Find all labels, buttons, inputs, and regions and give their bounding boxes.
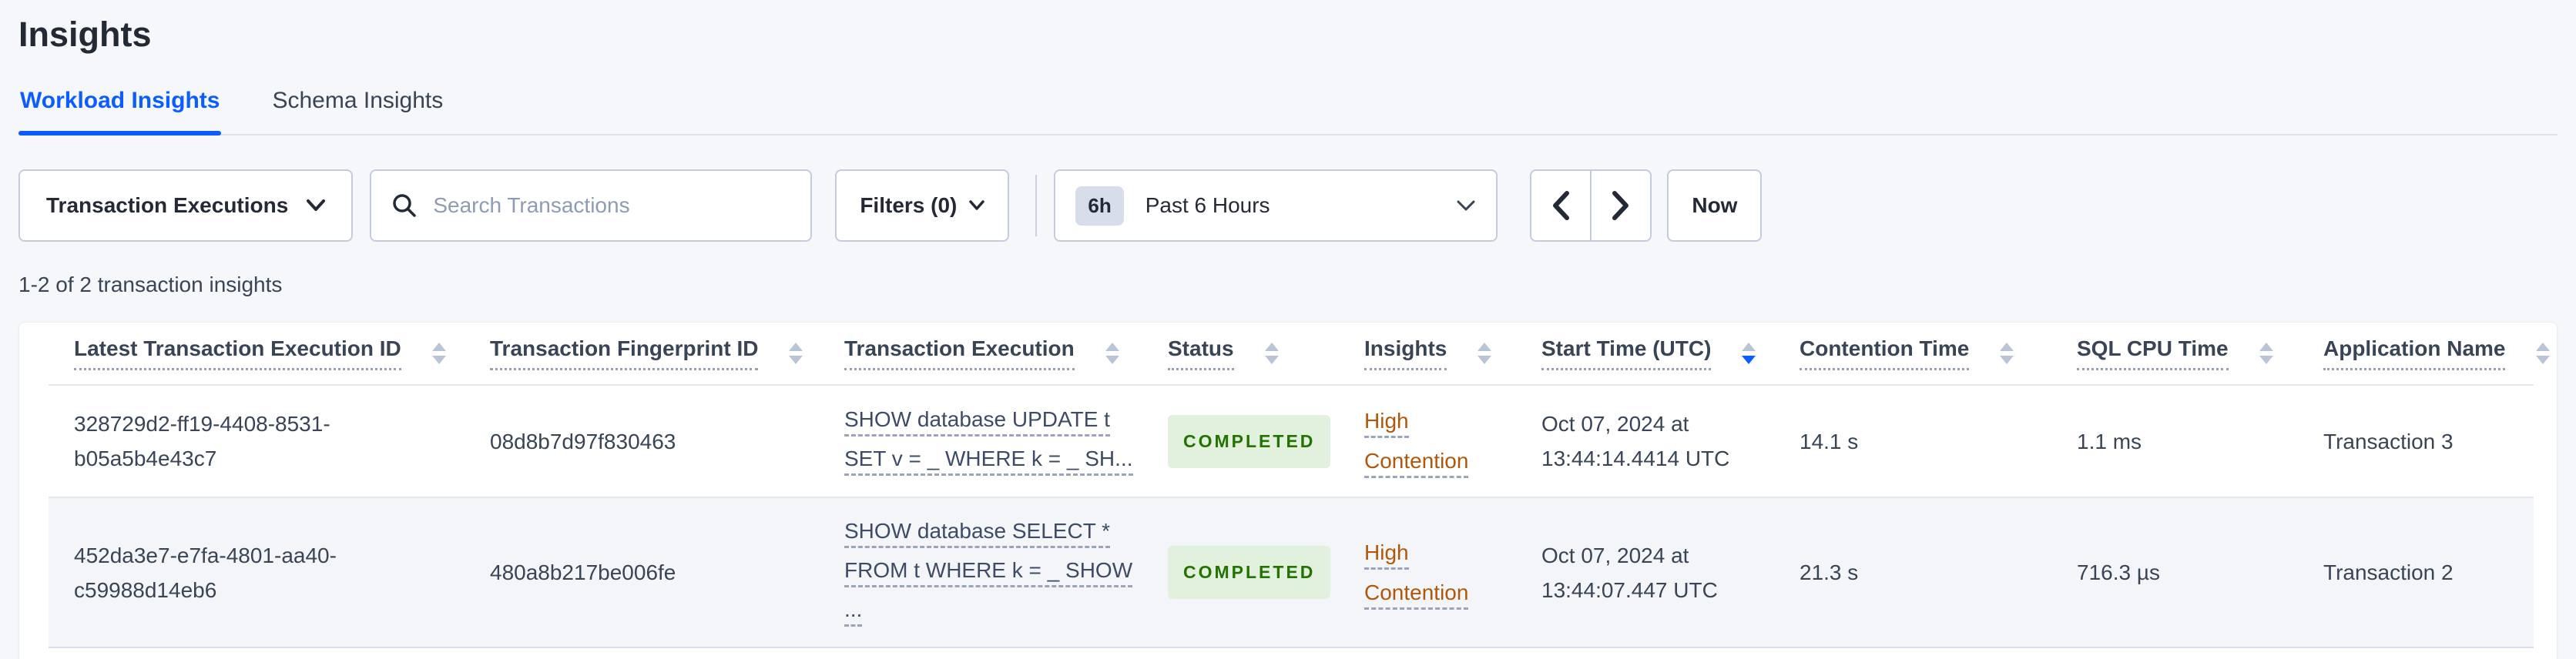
transaction-execution-link[interactable]: FROM t WHERE k = _ SHOW xyxy=(844,558,1133,587)
time-range-picker[interactable]: 6h Past 6 Hours xyxy=(1054,169,1498,242)
contention-time-cell: 21.3 s xyxy=(1800,560,1859,584)
filters-label: Filters (0) xyxy=(860,193,958,217)
fingerprint-id-cell: 480a8b217be006fe xyxy=(490,560,676,584)
transaction-execution-link[interactable]: SHOW database UPDATE t xyxy=(844,407,1110,437)
sort-icon xyxy=(2259,343,2273,364)
transaction-execution-cell: SHOW database UPDATE t SET v = _ WHERE k… xyxy=(819,402,1142,480)
insights-cell: High Contention xyxy=(1339,533,1516,613)
execution-id-cell: 452da3e7-e7fa-4801-aa40-c59988d14eb6 xyxy=(74,543,337,602)
execution-id-cell: 328729d2-ff19-4408-8531-b05a5b4e43c7 xyxy=(74,412,330,470)
application-name-cell: Transaction 3 xyxy=(2323,429,2454,453)
filters-button[interactable]: Filters (0) xyxy=(835,169,1010,242)
transaction-execution-link[interactable]: ... xyxy=(844,597,863,627)
column-header-start-time[interactable]: Start Time (UTC) xyxy=(1516,336,1774,370)
search-box[interactable] xyxy=(370,169,813,242)
table-row: 328729d2-ff19-4408-8531-b05a5b4e43c7 08d… xyxy=(49,386,2534,498)
chevron-down-icon xyxy=(1456,199,1476,212)
status-badge: COMPLETED xyxy=(1168,414,1331,468)
controls-divider xyxy=(1035,175,1038,236)
time-range-label: Past 6 Hours xyxy=(1145,193,1270,217)
fingerprint-id-cell: 08d8b7d97f830463 xyxy=(490,429,676,453)
high-contention-link[interactable]: High Contention xyxy=(1364,540,1469,610)
table-row: 452da3e7-e7fa-4801-aa40-c59988d14eb6 480… xyxy=(49,498,2534,648)
column-header-fingerprint-id[interactable]: Transaction Fingerprint ID xyxy=(465,336,819,370)
workload-type-select[interactable]: Transaction Executions xyxy=(18,169,354,242)
sort-icon xyxy=(431,343,446,364)
chevron-right-icon xyxy=(1612,190,1630,221)
column-header-sql-cpu-time[interactable]: SQL CPU Time xyxy=(2051,336,2298,370)
sort-icon xyxy=(2000,343,2014,364)
insights-table-card: Latest Transaction Execution ID Transact… xyxy=(18,322,2558,659)
start-time-cell: Oct 07, 2024 at 13:44:14.4414 UTC xyxy=(1541,412,1730,470)
results-count: 1-2 of 2 transaction insights xyxy=(18,273,283,296)
status-badge: COMPLETED xyxy=(1168,546,1331,599)
sort-icon xyxy=(2536,343,2551,364)
application-name-cell: Transaction 2 xyxy=(2323,560,2454,584)
tab-schema-insights[interactable]: Schema Insights xyxy=(272,88,444,113)
column-header-insights[interactable]: Insights xyxy=(1339,336,1516,370)
start-time-cell: Oct 07, 2024 at 13:44:07.447 UTC xyxy=(1541,543,1718,602)
sort-icon xyxy=(1105,343,1119,364)
search-icon xyxy=(391,192,418,219)
time-nav-buttons xyxy=(1530,169,1652,242)
sort-icon xyxy=(1264,343,1279,364)
transaction-execution-link[interactable]: SHOW database SELECT * xyxy=(844,519,1110,548)
time-range-badge: 6h xyxy=(1075,186,1124,226)
tab-bar: Workload Insights Schema Insights xyxy=(18,88,2558,135)
previous-interval-button[interactable] xyxy=(1530,169,1592,242)
search-input[interactable] xyxy=(433,193,791,218)
chevron-down-icon xyxy=(969,200,985,211)
column-header-execution-id[interactable]: Latest Transaction Execution ID xyxy=(49,336,465,370)
now-button[interactable]: Now xyxy=(1667,169,1763,242)
contention-time-cell: 14.1 s xyxy=(1800,429,1859,453)
sql-cpu-time-cell: 716.3 µs xyxy=(2077,560,2160,584)
chevron-down-icon xyxy=(307,199,326,212)
controls-row: Transaction Executions Filters (0) 6h Pa… xyxy=(18,169,2558,242)
transaction-execution-cell: SHOW database SELECT * FROM t WHERE k = … xyxy=(819,513,1142,631)
transaction-execution-link[interactable]: SET v = _ WHERE k = _ SH... xyxy=(844,447,1133,476)
column-header-transaction-execution[interactable]: Transaction Execution xyxy=(819,336,1142,370)
insights-cell: High Contention xyxy=(1339,401,1516,481)
sort-icon xyxy=(789,343,803,364)
column-header-application-name[interactable]: Application Name xyxy=(2298,336,2551,370)
page-title: Insights xyxy=(18,15,152,54)
status-cell: COMPLETED xyxy=(1142,546,1339,599)
sort-icon-descending-active xyxy=(1742,343,1756,364)
table-header-row: Latest Transaction Execution ID Transact… xyxy=(49,323,2551,386)
column-header-contention-time[interactable]: Contention Time xyxy=(1774,336,2051,370)
status-cell: COMPLETED xyxy=(1142,414,1339,468)
tab-workload-insights[interactable]: Workload Insights xyxy=(18,88,222,135)
next-interval-button[interactable] xyxy=(1590,169,1652,242)
high-contention-link[interactable]: High Contention xyxy=(1364,409,1469,478)
sql-cpu-time-cell: 1.1 ms xyxy=(2077,429,2142,453)
chevron-left-icon xyxy=(1551,190,1570,221)
workload-type-label: Transaction Executions xyxy=(46,193,289,217)
sort-icon xyxy=(1478,343,1492,364)
column-header-status[interactable]: Status xyxy=(1142,336,1339,370)
